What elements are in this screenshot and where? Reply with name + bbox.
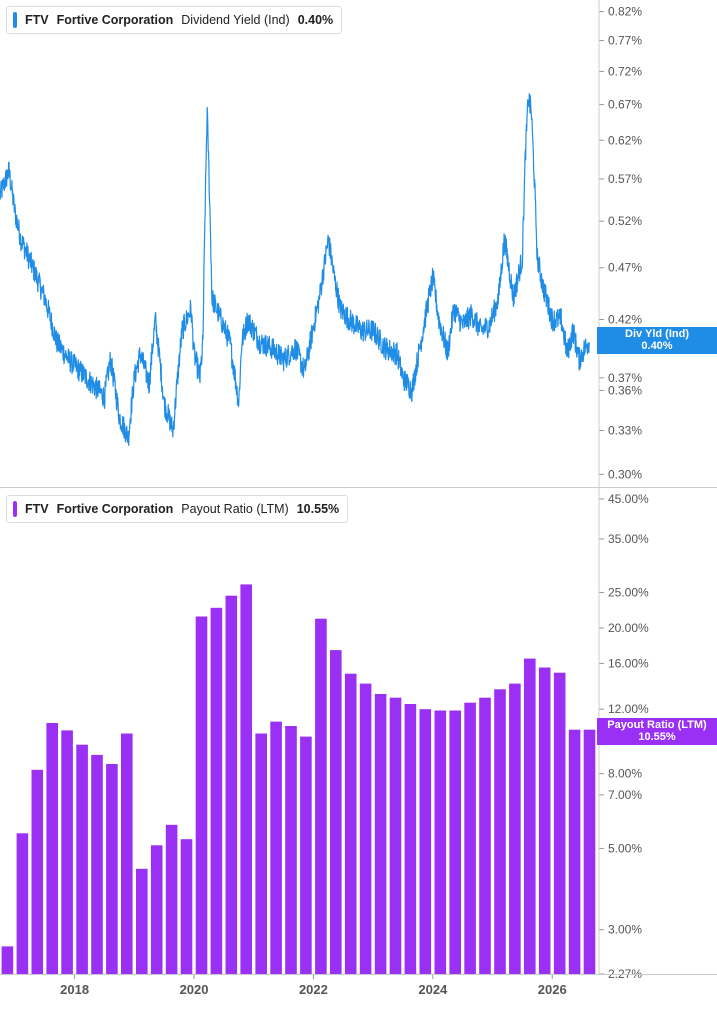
bottom-y-tick-label: 7.00% <box>608 788 642 802</box>
top-legend: FTV Fortive Corporation Dividend Yield (… <box>6 6 343 34</box>
bottom-panel-plot <box>1 584 596 974</box>
bottom-legend-swatch <box>13 501 17 517</box>
payout-ratio-bar <box>121 733 133 974</box>
top-y-tick-label: 0.62% <box>608 133 642 147</box>
payout-ratio-bar <box>509 683 521 974</box>
top-y-tick-label: 0.42% <box>608 313 642 327</box>
bottom-y-tick-label: 5.00% <box>608 841 642 855</box>
payout-ratio-bar <box>16 833 29 974</box>
payout-ratio-bar <box>315 618 327 974</box>
payout-ratio-bar <box>344 673 357 974</box>
payout-ratio-bar <box>225 595 238 974</box>
payout-ratio-bar <box>568 729 581 974</box>
bottom-legend-value: 10.55% <box>296 502 340 516</box>
payout-ratio-bar <box>136 868 148 974</box>
payout-ratio-bar <box>270 721 282 974</box>
payout-ratio-bar <box>359 683 372 974</box>
payout-ratio-bar <box>374 694 387 974</box>
x-axis: 2018 2020 2022 2024 2026 <box>60 974 567 997</box>
top-y-tick-label: 0.36% <box>608 383 642 397</box>
top-y-tick-label: 0.57% <box>608 172 642 186</box>
top-y-tick-label: 0.30% <box>608 467 642 481</box>
top-y-tick-label: 0.82% <box>608 5 642 19</box>
top-y-tick-label: 0.77% <box>608 34 642 48</box>
x-tick-label: 2024 <box>418 982 448 997</box>
payout-ratio-bar <box>76 744 88 974</box>
payout-ratio-bar <box>240 584 252 974</box>
dividend-yield-line <box>0 93 590 446</box>
payout-ratio-bar <box>195 616 208 974</box>
bottom-y-tick-label: 3.00% <box>608 923 642 937</box>
bottom-y-tick-label: 12.00% <box>608 702 649 716</box>
bottom-legend: FTV Fortive Corporation Payout Ratio (LT… <box>6 495 349 523</box>
payout-ratio-bar <box>46 723 58 974</box>
top-legend-company: Fortive Corporation <box>56 13 174 27</box>
top-y-tick-label: 0.72% <box>608 64 642 78</box>
payout-ratio-bar <box>434 710 447 974</box>
top-legend-value: 0.40% <box>297 13 334 27</box>
payout-ratio-bar <box>583 729 596 974</box>
payout-ratio-bar <box>464 702 476 974</box>
bottom-y-tick-label: 25.00% <box>608 585 649 599</box>
payout-ratio-bar <box>165 824 178 974</box>
payout-ratio-bar <box>1 946 14 974</box>
payout-ratio-bar <box>494 689 506 974</box>
payout-ratio-bar <box>91 754 103 974</box>
payout-ratio-value-tag: Payout Ratio (LTM) 10.55% <box>597 718 717 745</box>
payout-ratio-bar <box>538 667 551 974</box>
payout-ratio-bar <box>389 697 402 974</box>
payout-ratio-bar <box>300 736 312 974</box>
div-yield-tag-label: Div Yld (Ind) <box>625 328 689 340</box>
top-y-tick-label: 0.52% <box>608 214 642 228</box>
top-y-tick-label: 0.47% <box>608 261 642 275</box>
top-legend-metric: Dividend Yield (Ind) <box>181 13 290 27</box>
payout-ratio-bar <box>106 764 118 974</box>
top-panel-plot <box>0 93 590 446</box>
payout-ratio-bar <box>255 733 267 974</box>
bottom-legend-metric: Payout Ratio (LTM) <box>181 502 289 516</box>
payout-ratio-tag-value: 10.55% <box>638 731 676 743</box>
x-tick-label: 2020 <box>180 982 209 997</box>
payout-ratio-bar <box>553 672 566 974</box>
payout-ratio-bar <box>524 658 536 974</box>
div-yield-value-tag: Div Yld (Ind) 0.40% <box>597 327 717 354</box>
top-y-tick-label: 0.67% <box>608 98 642 112</box>
payout-ratio-bar <box>61 730 73 974</box>
top-panel-axis: 0.82% 0.77% 0.72% 0.67% 0.62% 0.57% 0.52% 0.47%… <box>599 5 642 481</box>
top-y-tick-label: 0.33% <box>608 424 642 438</box>
bottom-legend-company: Fortive Corporation <box>56 502 174 516</box>
bottom-y-tick-label: 16.00% <box>608 656 649 670</box>
top-legend-swatch <box>13 12 17 28</box>
x-tick-label: 2022 <box>299 982 328 997</box>
payout-ratio-bar <box>479 697 491 974</box>
payout-ratio-bar <box>330 650 342 974</box>
bottom-y-tick-label: 20.00% <box>608 621 649 635</box>
bottom-y-tick-label: 35.00% <box>608 532 649 546</box>
bottom-y-tick-label: 8.00% <box>608 767 642 781</box>
bottom-panel-axis: 45.00% 35.00% 25.00% 20.00% 16.00% 12.00% 8.00… <box>599 492 649 981</box>
payout-ratio-bar <box>419 709 432 974</box>
payout-ratio-bar <box>180 839 193 974</box>
bottom-legend-ticker: FTV <box>25 502 49 516</box>
payout-ratio-bar <box>449 710 461 974</box>
div-yield-tag-value: 0.40% <box>641 340 673 352</box>
payout-ratio-bar <box>31 769 44 974</box>
x-tick-label: 2026 <box>538 982 567 997</box>
payout-ratio-bar <box>150 845 163 974</box>
top-legend-ticker: FTV <box>25 13 49 27</box>
payout-ratio-tag-label: Payout Ratio (LTM) <box>607 719 707 731</box>
payout-ratio-bar <box>404 704 417 974</box>
bottom-y-tick-label: 45.00% <box>608 492 649 506</box>
x-tick-label: 2018 <box>60 982 89 997</box>
payout-ratio-bar <box>210 607 223 974</box>
payout-ratio-bar <box>285 726 297 974</box>
top-y-tick-label: 0.37% <box>608 371 642 385</box>
